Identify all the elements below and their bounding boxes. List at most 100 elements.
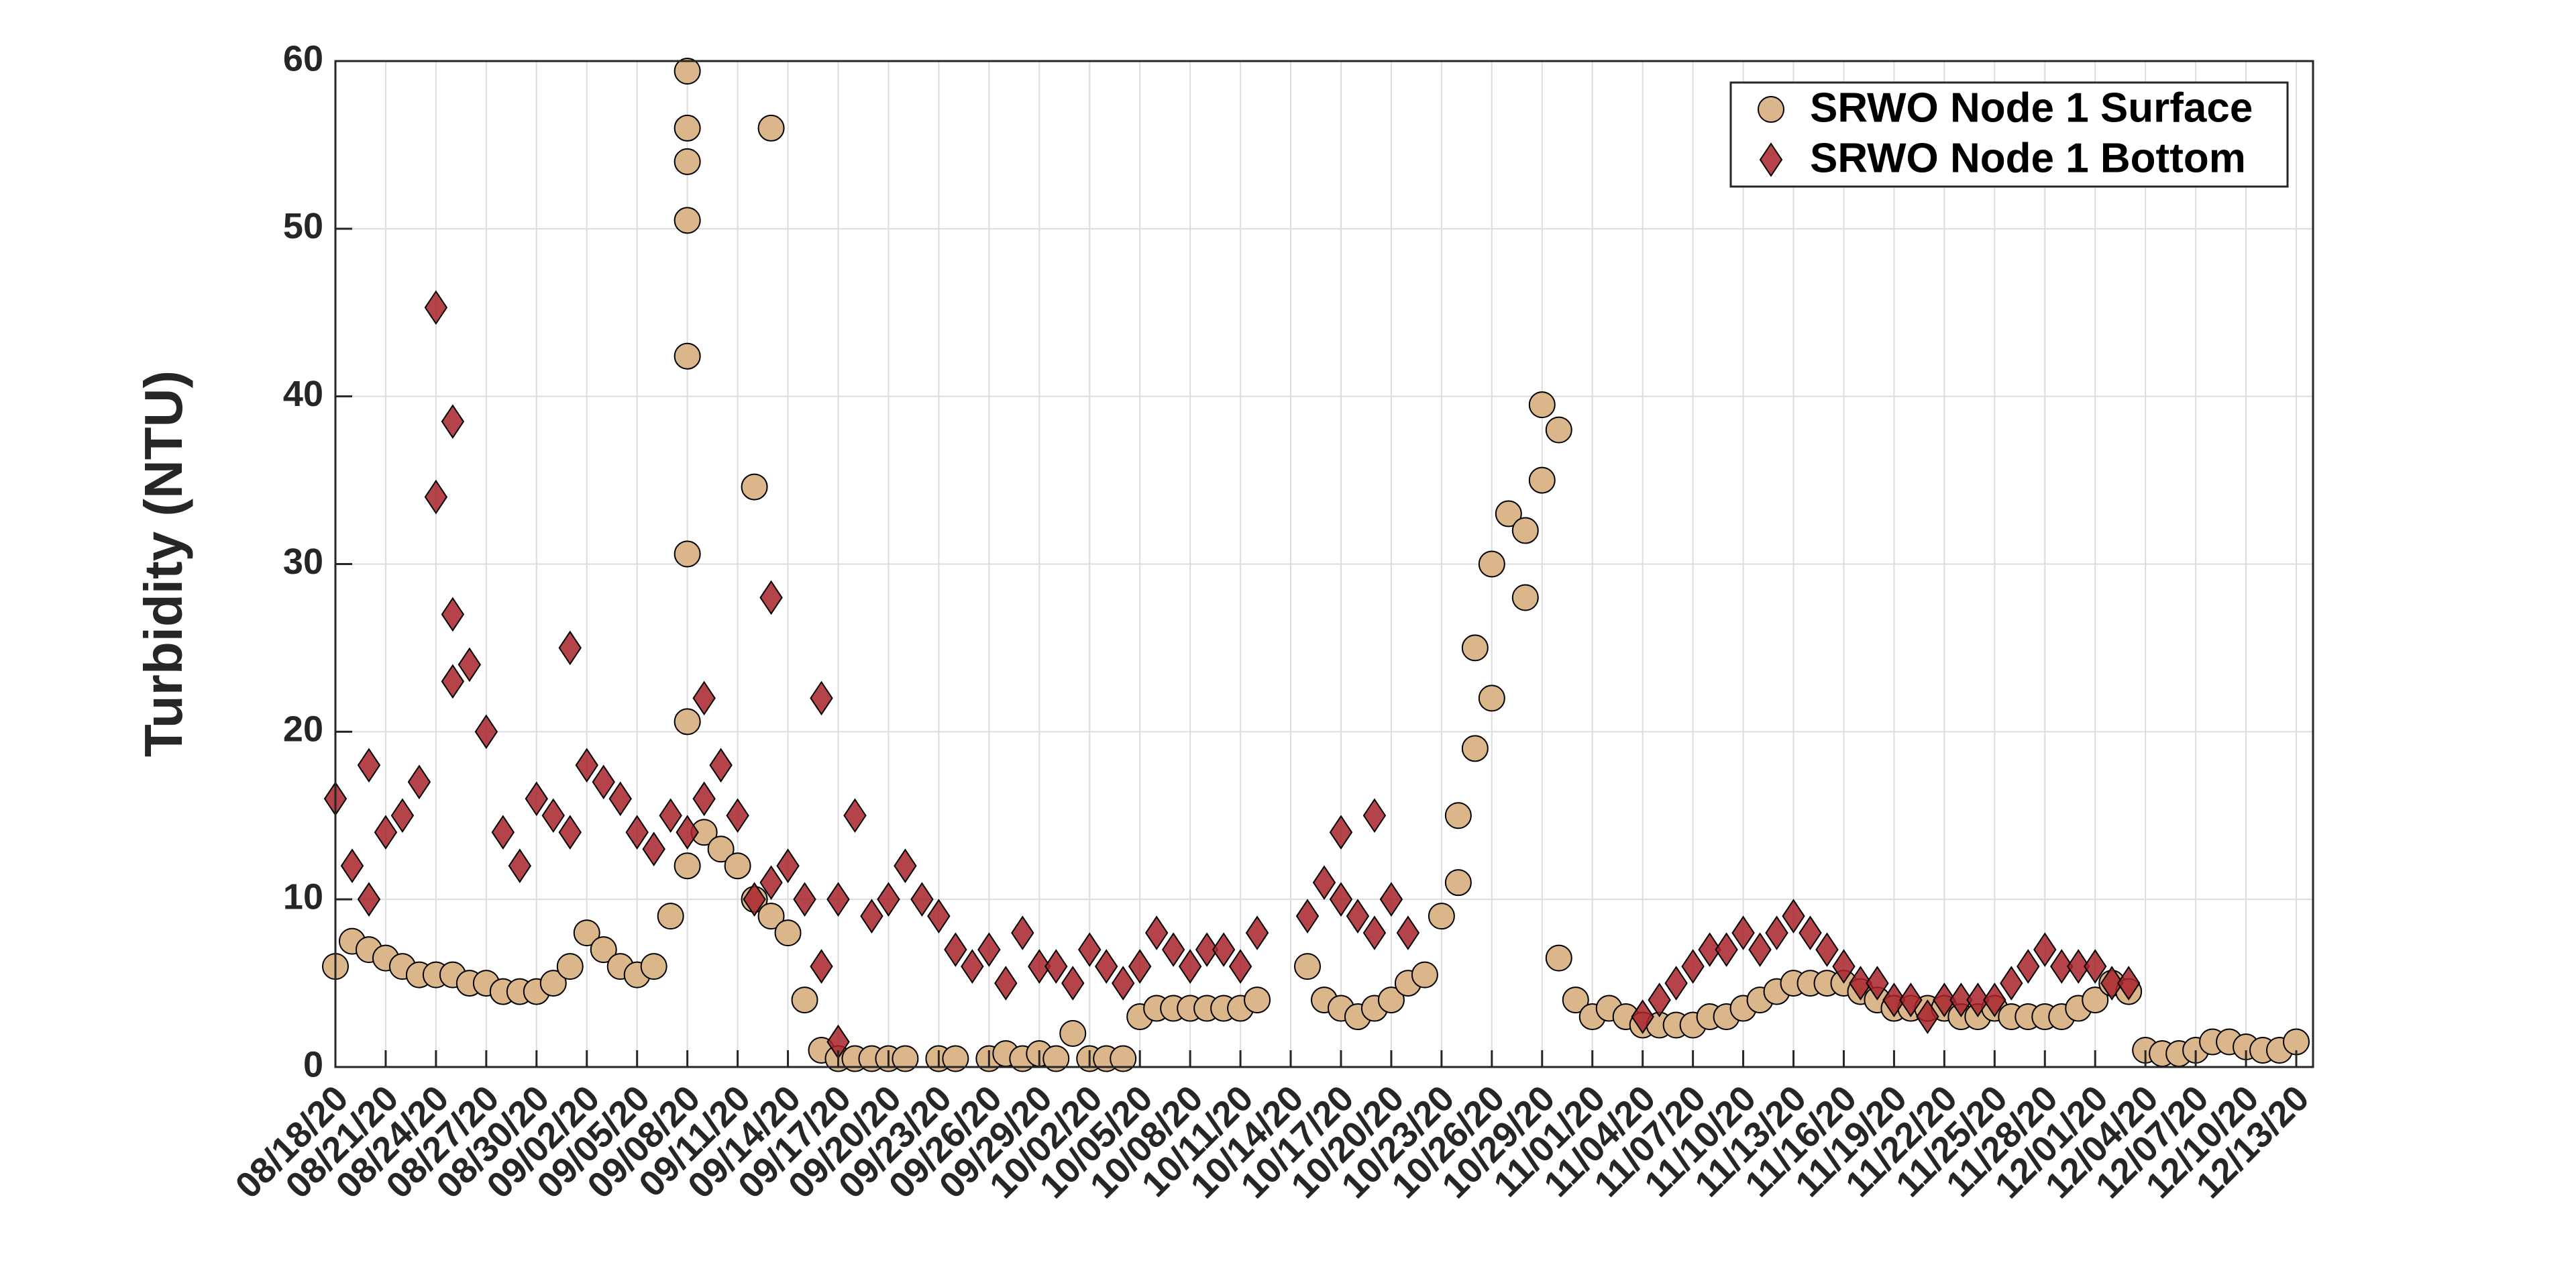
diamond-point — [1832, 949, 1856, 984]
diamond-point — [709, 748, 733, 783]
diamond-point — [441, 404, 465, 439]
diamond-point — [1631, 999, 1654, 1034]
circle-point — [1511, 517, 1539, 544]
circle-point — [791, 986, 818, 1014]
diamond-point — [726, 798, 749, 833]
circle-point — [674, 540, 701, 568]
diamond-point — [1028, 949, 1051, 984]
circle-point — [774, 919, 802, 947]
diamond-point — [1916, 999, 1939, 1034]
diamond-point — [994, 966, 1018, 1001]
circle-point — [674, 114, 701, 142]
diamond-point — [2017, 949, 2040, 984]
circle-point — [1444, 869, 1472, 897]
circle-point — [674, 852, 701, 880]
diamond-point — [407, 764, 431, 800]
diamond-point — [1044, 949, 1068, 984]
circle-point — [590, 936, 617, 964]
circle-point — [724, 852, 751, 880]
circle-point — [657, 903, 684, 930]
circle-point — [1545, 944, 1572, 972]
circle-point — [757, 114, 785, 142]
y-tick-label: 0 — [303, 1044, 323, 1084]
diamond-point — [1396, 915, 1420, 950]
circle-point — [1461, 735, 1489, 762]
circle-point — [1428, 903, 1455, 930]
diamond-point — [2100, 966, 2124, 1001]
diamond-point — [1078, 932, 1102, 967]
diamond-point — [2000, 966, 2023, 1001]
circle-point — [892, 1045, 919, 1072]
diamond-point — [1195, 932, 1219, 967]
diamond-point — [424, 479, 448, 515]
diamond-point — [743, 882, 766, 917]
y-tick-label: 30 — [283, 542, 323, 582]
diamond-point — [357, 748, 381, 783]
diamond-point — [1329, 815, 1353, 850]
diamond-point — [1765, 915, 1788, 950]
diamond-point — [441, 664, 465, 699]
diamond-point — [1899, 982, 1923, 1017]
diamond-point — [1329, 882, 1353, 917]
diamond-point — [1245, 915, 1269, 950]
diamond-point — [1715, 932, 1738, 967]
diamond-point — [1799, 915, 1822, 950]
diamond-point — [692, 680, 716, 716]
diamond-point — [1161, 932, 1185, 967]
legend-label: SRWO Node 1 Bottom — [1810, 135, 2246, 181]
diamond-point — [676, 815, 699, 850]
circle-point — [1377, 986, 1405, 1014]
diamond-point — [625, 815, 649, 850]
diamond-point — [1212, 932, 1236, 967]
diamond-point — [1748, 932, 1772, 967]
diamond-point — [810, 949, 833, 984]
circle-point — [539, 970, 567, 997]
diamond-point — [793, 882, 816, 917]
diamond-point — [1664, 966, 1688, 1001]
diamond-point — [458, 647, 482, 682]
circle-point — [1042, 1045, 1070, 1072]
diamond-point — [2084, 949, 2107, 984]
circle-point — [2082, 986, 2109, 1014]
diamond-point — [1362, 798, 1387, 833]
diamond-point — [1111, 966, 1135, 1001]
diamond-point — [1648, 982, 1671, 1017]
diamond-point — [776, 848, 800, 884]
circle-point — [1758, 96, 1784, 123]
diamond-point — [558, 815, 582, 850]
diamond-point — [927, 899, 951, 933]
diamond-point — [575, 748, 598, 783]
circle-point — [1411, 961, 1438, 989]
circle-point — [1528, 466, 1556, 494]
circle-point — [1444, 802, 1472, 829]
diamond-point — [759, 865, 783, 900]
circle-point — [1478, 685, 1505, 712]
circle-point — [674, 342, 701, 370]
diamond-point — [541, 798, 565, 833]
diamond-point — [1228, 949, 1252, 984]
diamond-point — [1866, 966, 1889, 1001]
diamond-point — [1362, 915, 1387, 950]
diamond-point — [2116, 966, 2141, 1001]
diamond-point — [1759, 142, 1783, 177]
diamond-point — [491, 815, 515, 850]
diamond-point — [910, 882, 934, 917]
circle-point — [674, 57, 701, 85]
diamond-point — [1128, 949, 1152, 984]
points — [322, 57, 2310, 1072]
circle-point — [1059, 1020, 1087, 1048]
diamond-point — [1698, 932, 1721, 967]
diamond-point — [374, 815, 398, 850]
diamond-point — [692, 781, 716, 817]
diamond-point — [2033, 932, 2057, 967]
circle-point — [1110, 1045, 1137, 1072]
circle-point — [556, 953, 584, 980]
circle-point — [674, 207, 701, 234]
diamond-point — [2050, 949, 2074, 984]
y-tick-label: 10 — [283, 876, 323, 917]
diamond-point — [1849, 966, 1872, 1001]
diamond-point — [357, 882, 381, 917]
circle-point — [640, 953, 667, 980]
diamond-point — [390, 798, 415, 833]
